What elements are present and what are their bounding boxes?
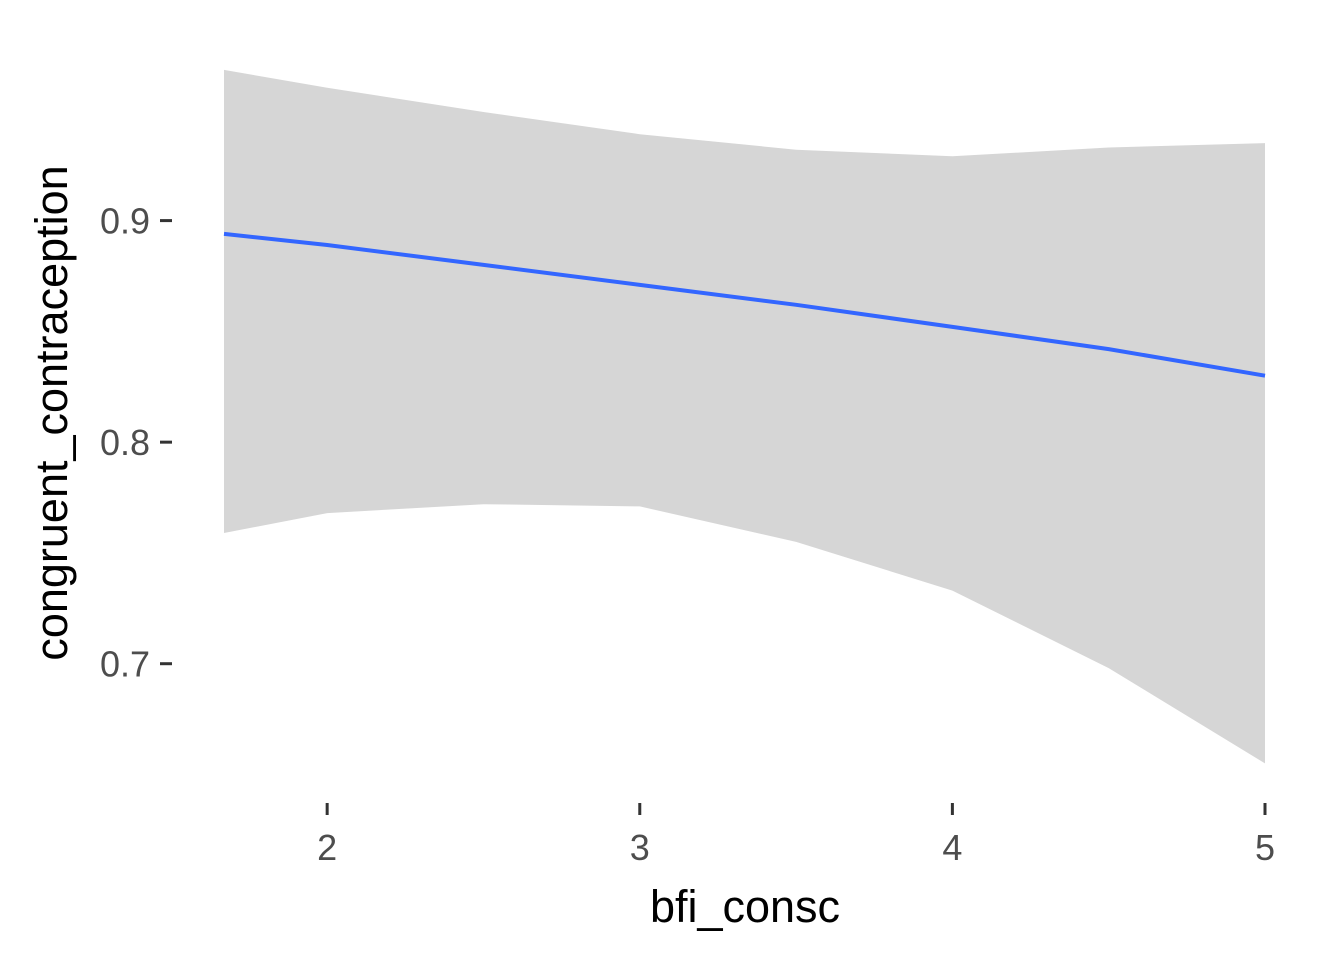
- x-tick-label: 5: [1255, 827, 1275, 868]
- x-tick-label: 4: [942, 827, 962, 868]
- trend-line-layer: [223, 231, 1266, 378]
- y-tick-label: 0.9: [100, 201, 150, 242]
- x-axis-title: bfi_consc: [650, 881, 840, 932]
- confidence-band-layer: [224, 69, 1265, 764]
- y-axis-title: congruent_contraception: [26, 165, 77, 660]
- y-axis: 0.7 0.8 0.9: [100, 201, 172, 685]
- trend-line: [223, 231, 1266, 378]
- x-tick-label: 3: [630, 827, 650, 868]
- confidence-band: [224, 69, 1265, 764]
- y-tick-label: 0.7: [100, 644, 150, 685]
- x-axis: 2 3 4 5: [317, 803, 1275, 868]
- y-tick-label: 0.8: [100, 422, 150, 463]
- x-tick-label: 2: [317, 827, 337, 868]
